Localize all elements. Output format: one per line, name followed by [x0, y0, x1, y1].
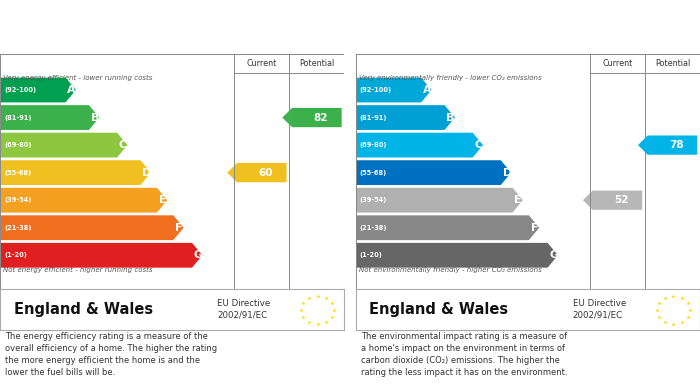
Text: A: A: [423, 85, 431, 95]
Text: Current: Current: [602, 59, 633, 68]
Text: Not energy efficient - higher running costs: Not energy efficient - higher running co…: [4, 267, 153, 273]
Text: Energy Efficiency Rating: Energy Efficiency Rating: [8, 21, 178, 34]
Text: C: C: [119, 140, 127, 150]
Polygon shape: [1, 133, 127, 158]
Polygon shape: [356, 78, 431, 102]
Polygon shape: [356, 215, 539, 240]
Text: (1-20): (1-20): [4, 252, 27, 258]
Text: (69-80): (69-80): [4, 142, 32, 148]
Polygon shape: [583, 190, 642, 210]
Text: EU Directive
2002/91/EC: EU Directive 2002/91/EC: [573, 299, 626, 319]
Text: A: A: [67, 85, 76, 95]
Text: F: F: [175, 223, 183, 233]
Text: G: G: [550, 250, 559, 260]
Text: 60: 60: [258, 168, 273, 178]
Text: England & Wales: England & Wales: [370, 302, 508, 317]
Polygon shape: [1, 215, 183, 240]
Text: Very environmentally friendly - lower CO₂ emissions: Very environmentally friendly - lower CO…: [359, 75, 542, 81]
Polygon shape: [1, 105, 99, 130]
Text: E: E: [159, 195, 167, 205]
Text: (81-91): (81-91): [4, 115, 32, 120]
Text: England & Wales: England & Wales: [14, 302, 153, 317]
Text: (69-80): (69-80): [360, 142, 387, 148]
Text: Potential: Potential: [654, 59, 690, 68]
Text: B: B: [91, 113, 99, 122]
Polygon shape: [1, 243, 202, 268]
Text: Very energy efficient - lower running costs: Very energy efficient - lower running co…: [4, 75, 153, 81]
Text: (55-68): (55-68): [360, 170, 387, 176]
Text: EU Directive
2002/91/EC: EU Directive 2002/91/EC: [217, 299, 270, 319]
Polygon shape: [1, 78, 76, 102]
Text: (81-91): (81-91): [360, 115, 387, 120]
Text: (21-38): (21-38): [360, 225, 387, 231]
Polygon shape: [1, 188, 167, 213]
Text: The energy efficiency rating is a measure of the
overall efficiency of a home. T: The energy efficiency rating is a measur…: [5, 332, 217, 377]
Text: 78: 78: [669, 140, 684, 150]
Polygon shape: [228, 163, 286, 182]
Polygon shape: [638, 135, 697, 155]
Text: 82: 82: [314, 113, 328, 122]
Text: C: C: [475, 140, 482, 150]
Polygon shape: [356, 133, 483, 158]
Text: G: G: [194, 250, 203, 260]
Polygon shape: [1, 160, 150, 185]
Text: F: F: [531, 223, 538, 233]
Text: (55-68): (55-68): [4, 170, 32, 176]
Text: D: D: [142, 168, 151, 178]
Text: Not environmentally friendly - higher CO₂ emissions: Not environmentally friendly - higher CO…: [359, 267, 542, 273]
Text: (92-100): (92-100): [4, 87, 36, 93]
Text: (39-54): (39-54): [4, 197, 32, 203]
Text: The environmental impact rating is a measure of
a home's impact on the environme: The environmental impact rating is a mea…: [360, 332, 567, 377]
Text: (1-20): (1-20): [360, 252, 383, 258]
Text: Current: Current: [246, 59, 277, 68]
Text: B: B: [447, 113, 455, 122]
Polygon shape: [282, 108, 342, 127]
Text: (39-54): (39-54): [360, 197, 387, 203]
Text: D: D: [503, 168, 512, 178]
Text: (92-100): (92-100): [360, 87, 392, 93]
Text: (21-38): (21-38): [4, 225, 32, 231]
Text: E: E: [514, 195, 522, 205]
Text: 52: 52: [614, 195, 629, 205]
Text: Potential: Potential: [299, 59, 335, 68]
Polygon shape: [356, 243, 558, 268]
Text: Environmental Impact (CO₂) Rating: Environmental Impact (CO₂) Rating: [364, 21, 606, 34]
Polygon shape: [356, 188, 523, 213]
Polygon shape: [356, 160, 511, 185]
Polygon shape: [356, 105, 455, 130]
